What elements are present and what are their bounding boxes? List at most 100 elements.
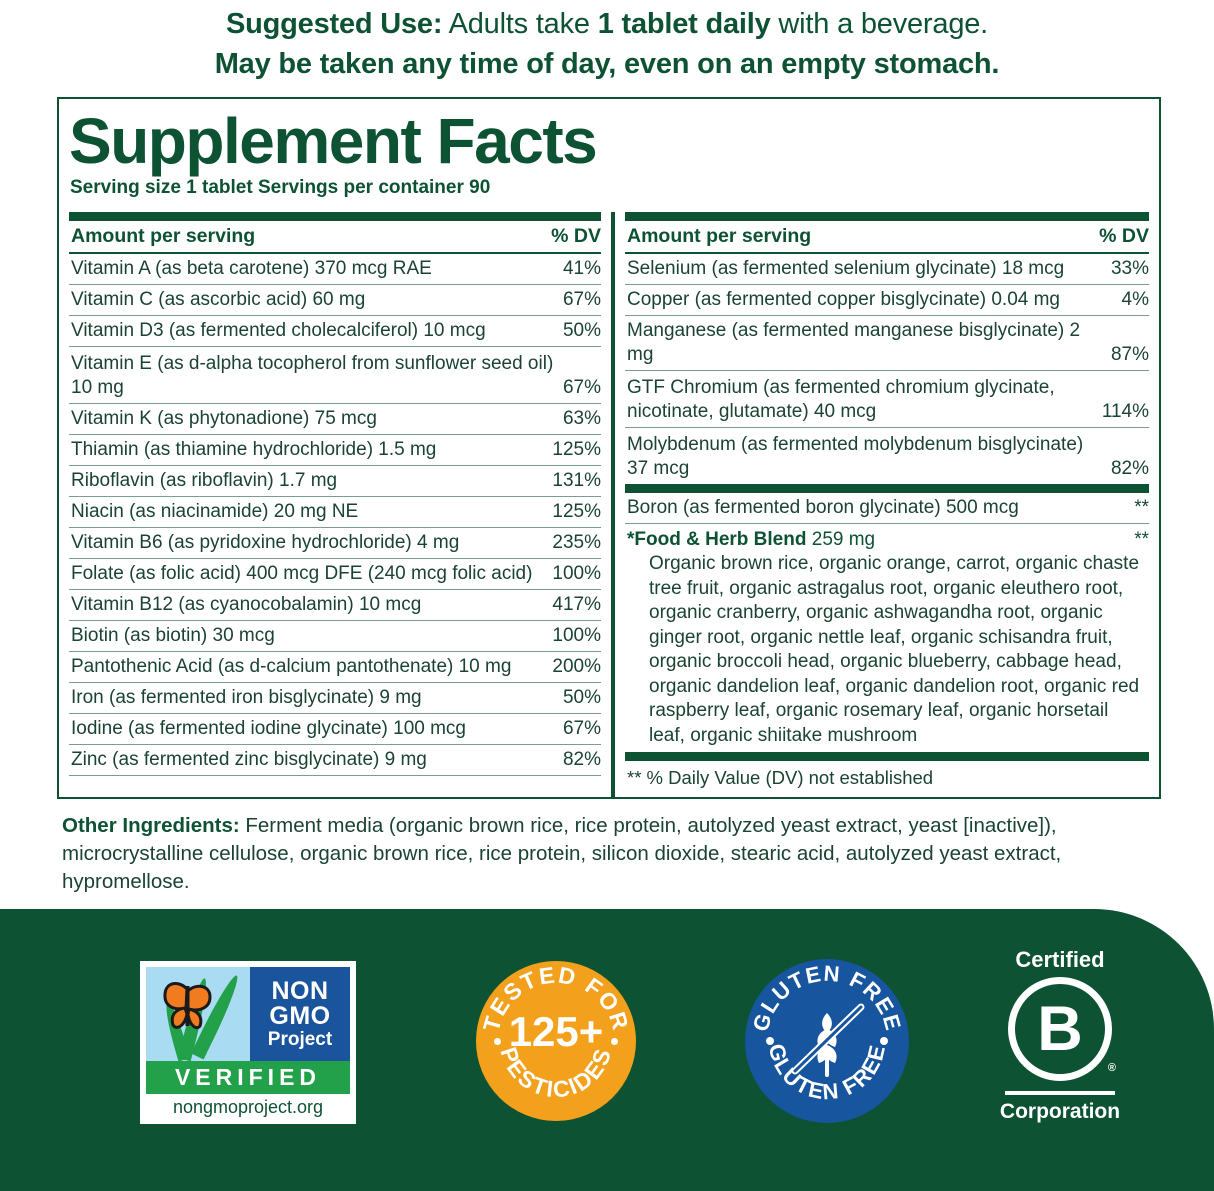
table-row: Thiamin (as thiamine hydrochloride) 1.5 … bbox=[69, 435, 601, 465]
b-corp-letter: B bbox=[1037, 993, 1083, 1064]
non-gmo-line-1: NON bbox=[271, 977, 329, 1005]
table-row: Vitamin D3 (as fermented cholecalciferol… bbox=[69, 316, 601, 346]
table-row: Folate (as folic acid) 400 mcg DFE (240 … bbox=[69, 559, 601, 589]
row-divider bbox=[69, 651, 601, 652]
b-corp-corporation-label: Corporation bbox=[999, 1100, 1121, 1123]
gluten-free-seal: GLUTEN FREE GLUTEN FREE bbox=[748, 961, 905, 1105]
non-gmo-verified-bar: VERIFIED bbox=[146, 1061, 350, 1094]
b-corp-divider bbox=[1005, 1091, 1115, 1095]
suggested-use-label: Suggested Use: bbox=[225, 8, 443, 40]
non-gmo-text-block: NON GMO Project bbox=[250, 967, 350, 1061]
blend-title: *Food & Herb Blend 259 mg bbox=[627, 528, 875, 552]
rule-med-right bbox=[625, 252, 1149, 254]
nutrient-dv: 200% bbox=[552, 656, 601, 677]
suggested-use-line-1: Suggested Use: Adults take 1 tablet dail… bbox=[0, 4, 1214, 44]
table-row: Riboflavin (as riboflavin) 1.7 mg 131% bbox=[69, 466, 601, 496]
table-row: Vitamin A (as beta carotene) 370 mcg RAE… bbox=[69, 254, 601, 284]
rule-thick-right bbox=[625, 212, 1149, 221]
nutrient-name: Copper (as fermented copper bisglycinate… bbox=[627, 289, 1061, 310]
registered-mark-icon: ® bbox=[1107, 1062, 1116, 1074]
nutrient-name: Pantothenic Acid (as d-calcium pantothen… bbox=[71, 656, 512, 677]
nutrient-name: Niacin (as niacinamide) 20 mg NE bbox=[71, 501, 359, 522]
nutrient-dv: 114% bbox=[1101, 401, 1149, 422]
right-column-header: Amount per serving % DV bbox=[625, 221, 1149, 252]
table-row: Vitamin C (as ascorbic acid) 60 mg 67% bbox=[69, 285, 601, 315]
tested-for-pesticides-badge: TESTED FOR PESTICIDES 125+ bbox=[476, 961, 636, 1121]
right-header-dv: % DV bbox=[1099, 225, 1149, 247]
nutrient-name: Thiamin (as thiamine hydrochloride) 1.5 … bbox=[71, 439, 437, 460]
table-row: Niacin (as niacinamide) 20 mg NE 125% bbox=[69, 497, 601, 527]
blend-name: Food & Herb Blend bbox=[634, 529, 807, 550]
row-divider bbox=[625, 315, 1149, 316]
row-divider bbox=[69, 775, 601, 776]
nutrient-dv: 131% bbox=[552, 470, 601, 491]
butterfly-icon bbox=[163, 982, 212, 1030]
row-divider bbox=[69, 744, 601, 745]
row-divider bbox=[69, 465, 601, 466]
suggested-use-dose: 1 tablet daily bbox=[597, 8, 771, 40]
rule-thick-footnote bbox=[625, 752, 1149, 761]
row-divider bbox=[69, 682, 601, 683]
nutrient-name: Vitamin B6 (as pyridoxine hydrochloride)… bbox=[71, 532, 460, 553]
b-corp-ring-icon: B ® bbox=[1008, 977, 1116, 1081]
nutrient-dv: 82% bbox=[562, 749, 601, 770]
row-divider bbox=[69, 346, 601, 347]
row-divider bbox=[625, 427, 1149, 428]
badge-row: NON GMO Project VERIFIED nongmoproject.o… bbox=[0, 943, 1214, 1124]
nutrient-name: Vitamin E (as d-alpha tocopherol from su… bbox=[71, 353, 554, 398]
table-row: Molybdenum (as fermented molybdenum bisg… bbox=[625, 428, 1149, 484]
suggested-use-text-a: Adults take bbox=[442, 8, 598, 40]
nutrient-dv: 125% bbox=[552, 501, 601, 522]
row-divider bbox=[625, 284, 1149, 285]
certification-footer: NON GMO Project VERIFIED nongmoproject.o… bbox=[0, 909, 1214, 1191]
left-column-header: Amount per serving % DV bbox=[69, 221, 601, 252]
suggested-use-block: Suggested Use: Adults take 1 tablet dail… bbox=[0, 4, 1214, 84]
dot-icon bbox=[494, 1038, 501, 1045]
nutrition-column-left: Amount per serving % DV Vitamin A (as be… bbox=[59, 212, 611, 797]
rule-med-left bbox=[69, 252, 601, 254]
table-row: Copper (as fermented copper bisglycinate… bbox=[625, 285, 1149, 315]
dv-footnote: ** % Daily Value (DV) not established bbox=[627, 767, 934, 788]
table-row: Selenium (as fermented selenium glycinat… bbox=[625, 254, 1149, 284]
suggested-use-line-2: May be taken any time of day, even on an… bbox=[214, 48, 1000, 80]
row-divider bbox=[69, 527, 601, 528]
nutrient-name: Molybdenum (as fermented molybdenum bisg… bbox=[627, 434, 1084, 479]
nutrient-name: GTF Chromium (as fermented chromium glyc… bbox=[627, 377, 1055, 422]
left-header-amount: Amount per serving bbox=[71, 225, 256, 247]
row-divider bbox=[69, 558, 601, 559]
nutrient-dv: 33% bbox=[1110, 258, 1149, 279]
dot-icon bbox=[611, 1038, 618, 1045]
nutrient-dv: ** bbox=[1134, 497, 1149, 518]
nutrient-dv: 100% bbox=[552, 563, 601, 584]
table-row-boron: Boron (as fermented boron glycinate) 500… bbox=[625, 493, 1149, 523]
left-header-dv: % DV bbox=[551, 225, 601, 247]
non-gmo-project-verified-badge: NON GMO Project VERIFIED nongmoproject.o… bbox=[140, 961, 356, 1124]
row-divider bbox=[69, 620, 601, 621]
table-row: Biotin (as biotin) 30 mcg 100% bbox=[69, 621, 601, 651]
nutrient-dv: 417% bbox=[552, 594, 601, 615]
nutrient-name: Riboflavin (as riboflavin) 1.7 mg bbox=[71, 470, 338, 491]
table-row: Vitamin E (as d-alpha tocopherol from su… bbox=[69, 347, 601, 403]
b-corporation-badge: Certified B ® Corporation bbox=[995, 949, 1125, 1127]
row-divider bbox=[69, 315, 601, 316]
suggested-use-text-c: with a beverage. bbox=[770, 8, 989, 40]
supplement-facts-title: Supplement Facts bbox=[69, 105, 598, 177]
nutrient-name: Manganese (as fermented manganese bisgly… bbox=[627, 320, 1081, 365]
nutrient-dv: 235% bbox=[552, 532, 601, 553]
food-herb-blend-header: *Food & Herb Blend 259 mg ** bbox=[625, 524, 1149, 552]
rule-thick-blend-top bbox=[625, 484, 1149, 493]
other-ingredients-label: Other Ingredients: bbox=[62, 814, 240, 837]
other-ingredients: Other Ingredients: Ferment media (organi… bbox=[62, 812, 1160, 896]
rule-thick-left bbox=[69, 212, 601, 221]
table-row: Vitamin B12 (as cyanocobalamin) 10 mcg 41… bbox=[69, 590, 601, 620]
nutrient-name: Biotin (as biotin) 30 mcg bbox=[71, 625, 275, 646]
nutrient-dv: 50% bbox=[562, 687, 601, 708]
nutrient-dv: 100% bbox=[552, 625, 601, 646]
nutrient-dv: 87% bbox=[1110, 344, 1149, 365]
table-row: GTF Chromium (as fermented chromium glyc… bbox=[625, 371, 1149, 427]
blend-amount: 259 mg bbox=[806, 529, 876, 550]
nutrient-name: Zinc (as fermented zinc bisglycinate) 9 … bbox=[71, 749, 427, 770]
supplement-facts-panel: Supplement Facts Serving size 1 tablet S… bbox=[57, 97, 1161, 799]
table-row: Zinc (as fermented zinc bisglycinate) 9 … bbox=[69, 745, 601, 775]
